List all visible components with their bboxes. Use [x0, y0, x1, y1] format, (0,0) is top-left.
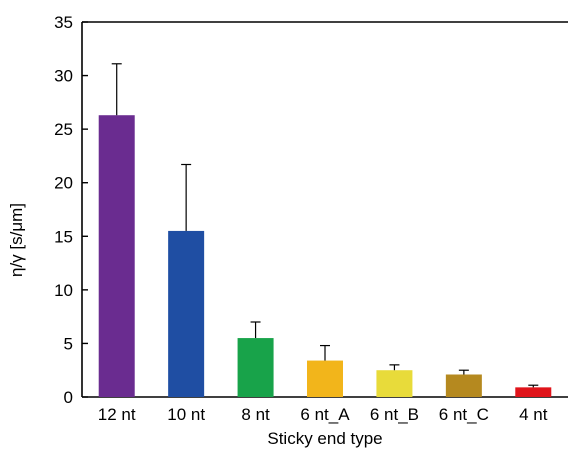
y-axis-label: η/γ [s/μm]: [7, 203, 26, 277]
y-tick-label: 20: [54, 174, 73, 193]
x-tick-label: 8 nt: [241, 405, 270, 424]
y-tick-label: 10: [54, 281, 73, 300]
bar: [168, 230, 205, 397]
x-tick-label: 6 nt_A: [300, 405, 350, 424]
y-tick-label: 35: [54, 13, 73, 32]
x-tick-label: 6 nt_B: [370, 405, 419, 424]
y-tick-label: 30: [54, 67, 73, 86]
x-axis-label: Sticky end type: [267, 429, 382, 448]
bar: [307, 360, 343, 397]
y-tick-label: 15: [54, 227, 73, 246]
error-bars: [111, 63, 539, 388]
bar: [237, 338, 274, 397]
bar: [515, 387, 552, 397]
x-tick-label: 12 nt: [98, 405, 136, 424]
x-tick-label: 4 nt: [519, 405, 548, 424]
bar: [98, 115, 135, 397]
y-ticks: 0 5 10 15 20 25 30 35: [54, 13, 88, 407]
bar: [376, 370, 413, 397]
y-tick-label: 25: [54, 120, 73, 139]
x-tick-label: 6 nt_C: [439, 405, 489, 424]
x-tick-label: 10 nt: [167, 405, 205, 424]
bar: [445, 374, 482, 397]
y-tick-label: 0: [64, 388, 73, 407]
y-tick-label: 5: [64, 334, 73, 353]
axes: [81, 21, 568, 398]
x-tick-labels: 12 nt 10 nt 8 nt 6 nt_A 6 nt_B 6 nt_C 4 nt: [98, 405, 548, 424]
bars: [98, 115, 552, 397]
